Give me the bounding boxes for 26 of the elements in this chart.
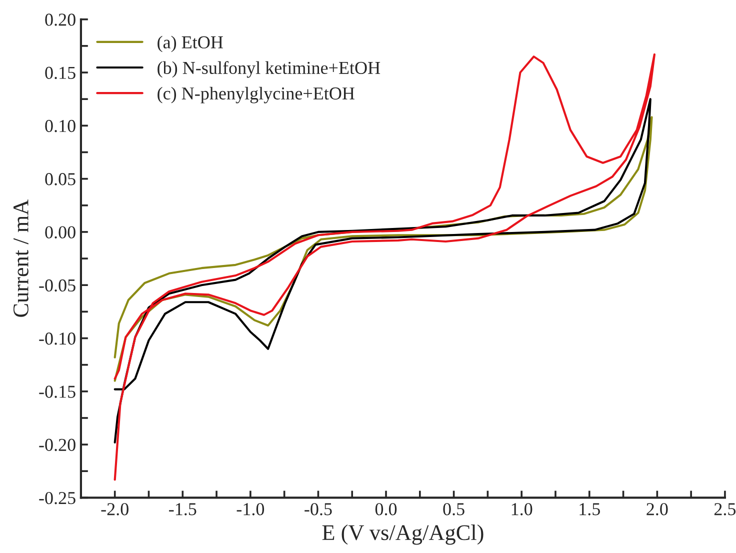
x-tick-label: -2.0	[101, 503, 128, 516]
x-tick-label: 2.0	[646, 503, 668, 516]
legend-label: (a) EtOH	[158, 36, 223, 52]
y-tick-label: -0.15	[39, 386, 76, 398]
line-series	[114, 53, 656, 481]
y-tick-label: -0.10	[39, 332, 76, 345]
x-tick-label: -1.5	[169, 503, 196, 516]
y-tick-label: -0.05	[39, 279, 76, 292]
x-tick-label: 1.5	[580, 503, 600, 516]
y-axis-title: Current / mA	[13, 199, 28, 317]
x-tick-label: 0.5	[443, 503, 464, 516]
y-tick-label: 0.00	[45, 226, 76, 238]
legend-label: (c) N-phenylglycine+EtOH	[158, 86, 354, 104]
y-tick-label: 0.05	[45, 173, 76, 186]
y-tick-label: 0.20	[45, 14, 76, 26]
y-tick-label: 0.10	[45, 120, 76, 132]
y-tick-label: -0.20	[39, 438, 76, 452]
y-tick-label: -0.25	[39, 492, 76, 504]
x-tick-label: -0.5	[304, 503, 332, 516]
x-tick-label: 1.0	[512, 503, 532, 516]
y-tick-label: 0.15	[45, 66, 76, 80]
x-axis-title: E (V vs/Ag/AgCl)	[322, 524, 484, 545]
legend-label: (b) N-sulfonyl ketimine+EtOH	[158, 61, 380, 78]
x-tick-label: -1.0	[236, 503, 264, 516]
x-tick-label: 2.5	[714, 503, 736, 516]
x-tick-label: 0.0	[375, 503, 397, 516]
